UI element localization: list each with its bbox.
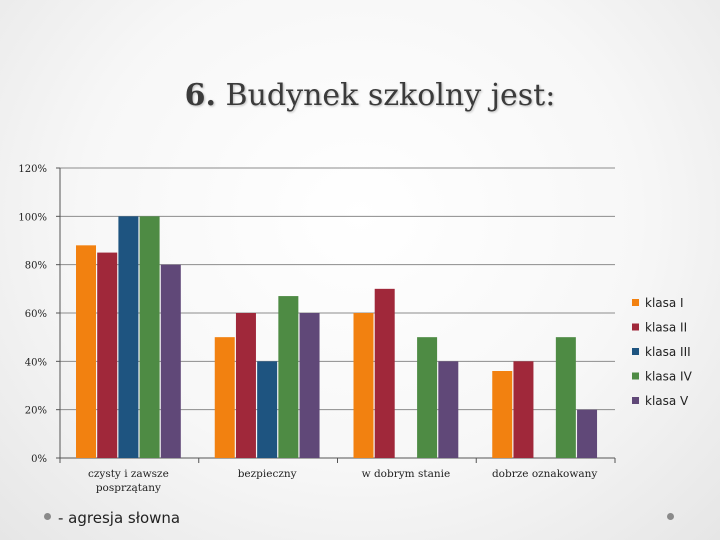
category-label: posprzątany	[96, 482, 161, 494]
bar	[118, 216, 139, 458]
y-tick-label: 120%	[18, 164, 47, 175]
legend-swatch	[632, 397, 639, 404]
y-tick-label: 20%	[25, 406, 47, 417]
bar	[577, 409, 598, 458]
title-number: 6.	[184, 78, 216, 113]
bar	[278, 296, 299, 458]
legend-swatch	[632, 299, 639, 306]
legend-label: klasa IV	[645, 370, 693, 384]
legend-swatch	[632, 372, 639, 380]
bar	[257, 361, 278, 458]
y-tick-label: 100%	[18, 212, 47, 223]
category-label: w dobrym stanie	[362, 468, 451, 480]
y-tick-label: 0%	[31, 454, 47, 465]
slide-title: 6. Budynek szkolny jest:	[0, 78, 720, 113]
bar	[214, 337, 235, 458]
y-tick-label: 60%	[25, 309, 47, 320]
y-tick-label: 80%	[25, 261, 47, 272]
bar	[160, 264, 181, 458]
bar	[555, 337, 576, 458]
bar	[97, 252, 118, 458]
category-label: bezpieczny	[238, 468, 297, 480]
bar	[417, 337, 438, 458]
bar	[438, 361, 459, 458]
y-tick-label: 40%	[25, 357, 47, 368]
bar	[353, 313, 374, 458]
legend-swatch	[632, 348, 639, 355]
legend-label: klasa III	[645, 345, 691, 359]
legend-label: klasa V	[645, 394, 689, 408]
bar	[299, 313, 320, 458]
bar	[492, 371, 513, 458]
bullet-dot-right	[667, 513, 674, 520]
bar	[513, 361, 534, 458]
legend-label: klasa I	[645, 296, 684, 310]
category-label: czysty i zawsze	[88, 468, 169, 480]
bar	[235, 313, 256, 458]
bullet-dot-left	[44, 513, 51, 520]
legend-swatch	[632, 323, 639, 331]
footer-note: - agresja słowna	[58, 509, 181, 527]
legend-label: klasa II	[645, 321, 687, 335]
bar	[139, 216, 160, 458]
title-text: Budynek szkolny jest:	[225, 78, 556, 113]
bar	[374, 288, 395, 458]
category-label: dobrze oznakowany	[492, 468, 597, 480]
bar	[76, 245, 96, 458]
